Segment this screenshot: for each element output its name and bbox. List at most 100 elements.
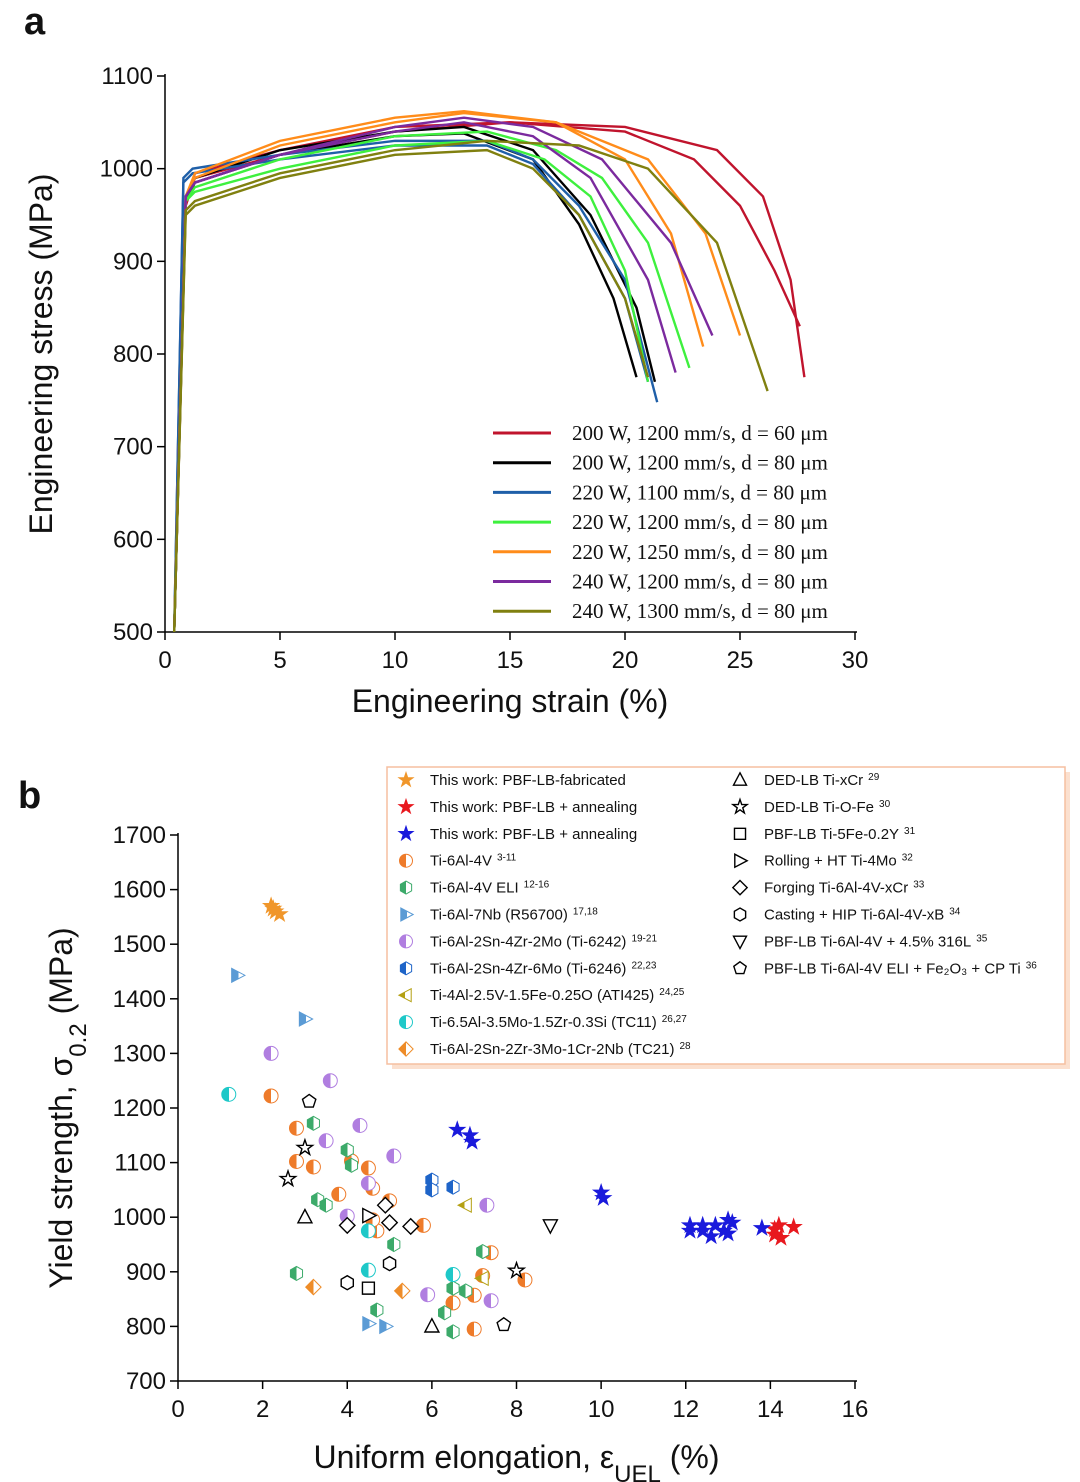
x-tick-label: 30 — [842, 647, 869, 674]
legend-name: DED-LB Ti-xCr — [764, 772, 863, 789]
stress-strain-curve — [173, 111, 742, 633]
legend-name: Ti-4Al-2.5V-1.5Fe-0.25O (ATI425) — [430, 987, 654, 1004]
y-axis-label: Engineering stress (MPa) — [23, 173, 59, 534]
data-point — [420, 1287, 436, 1303]
x-tick-label: 5 — [273, 647, 286, 674]
data-point — [446, 1280, 460, 1296]
y-tick-label: 1000 — [100, 156, 153, 183]
data-point — [402, 1217, 420, 1236]
data-point — [263, 1045, 279, 1061]
data-point — [483, 1293, 499, 1309]
data-point — [360, 1160, 376, 1176]
data-point — [784, 1217, 803, 1235]
data-point — [270, 904, 289, 922]
legend-label: DED-LB Ti-xCr 29 — [764, 772, 880, 790]
data-point — [362, 1207, 378, 1224]
legend-marker — [399, 961, 413, 976]
legend-ref: 3-11 — [497, 852, 517, 863]
x-tick-label: 25 — [727, 647, 754, 674]
legend-marker — [397, 987, 412, 1003]
data-point — [331, 1186, 347, 1202]
y-tick-label: 1500 — [113, 931, 166, 958]
data-point — [476, 1244, 490, 1260]
data-point — [306, 1115, 320, 1131]
data-point — [415, 1217, 431, 1233]
data-point — [460, 1125, 480, 1144]
y-tick-label: 1100 — [101, 63, 153, 90]
data-point — [318, 1133, 334, 1149]
data-point — [506, 1260, 527, 1279]
legend-marker — [732, 960, 748, 975]
legend-marker — [730, 797, 750, 815]
data-point — [301, 1093, 317, 1108]
legend-marker — [397, 797, 415, 815]
x-tick-label: 10 — [588, 1396, 615, 1423]
legend-marker — [400, 907, 415, 922]
data-point — [370, 1302, 384, 1318]
y-tick-label: 700 — [126, 1368, 166, 1395]
x-tick-label: 16 — [842, 1396, 869, 1423]
y-tick-label: 900 — [113, 248, 153, 275]
legend-marker — [397, 824, 415, 842]
legend-name: Ti-6.5Al-3.5Mo-1.5Zr-0.3Si (TC11) — [430, 1014, 657, 1031]
legend-label: Ti-6.5Al-3.5Mo-1.5Zr-0.3Si (TC11) 26,27 — [430, 1014, 687, 1032]
data-point — [752, 1218, 772, 1236]
y-tick-label: 1200 — [113, 1095, 166, 1122]
legend-ref: 22,23 — [631, 960, 656, 971]
legend-name: Ti-6Al-2Sn-4Zr-2Mo (Ti-6242) — [430, 933, 626, 950]
y-tick-label: 800 — [113, 341, 153, 368]
data-point — [446, 1324, 460, 1340]
stress-strain-curve — [173, 139, 659, 633]
y-tick-label: 1600 — [113, 877, 166, 904]
legend-label: Ti-6Al-2Sn-4Zr-2Mo (Ti-6242) 19-21 — [430, 933, 657, 951]
legend-name: Casting + HIP Ti-6Al-4V-xB — [764, 907, 944, 924]
data-point — [376, 1196, 395, 1214]
legend-name: This work: PBF-LB + annealing — [430, 799, 637, 816]
legend-ref: 28 — [679, 1041, 691, 1052]
legend-name: Forging Ti-6Al-4V-xCr — [764, 880, 908, 897]
data-point — [693, 1221, 712, 1239]
x-axis-label-part: (%) — [661, 1439, 720, 1475]
data-point — [445, 1267, 461, 1283]
legend-label: 220 W, 1200 mm/s, d = 80 μm — [572, 510, 828, 534]
legend-name: PBF-LB Ti-6Al-4V + 4.5% 316L — [764, 933, 971, 950]
legend-marker — [731, 879, 749, 896]
legend-label: Forging Ti-6Al-4V-xCr 33 — [764, 879, 925, 897]
legend-ref: 36 — [1026, 960, 1038, 971]
y-axis-label-part: (MPa) — [43, 927, 79, 1023]
data-point — [701, 1226, 721, 1245]
legend-marker — [733, 827, 747, 841]
data-point — [322, 1073, 338, 1089]
y-tick-label: 1100 — [114, 1150, 166, 1177]
legend-name: PBF-LB Ti-5Fe-0.2Y — [764, 826, 899, 843]
legend-ref: 30 — [879, 798, 891, 809]
legend-label: Casting + HIP Ti-6Al-4V-xB 34 — [764, 906, 961, 924]
data-point — [288, 1120, 304, 1136]
legend-label: DED-LB Ti-O-Fe 30 — [764, 798, 891, 816]
legend-label: This work: PBF-LB + annealing — [430, 799, 637, 816]
legend-ref: 35 — [976, 933, 988, 944]
legend-name: Ti-6Al-4V — [430, 853, 492, 870]
legend-ref: 33 — [913, 879, 925, 890]
panel-label: a — [24, 1, 46, 43]
x-tick-label: 4 — [341, 1396, 354, 1423]
y-tick-label: 900 — [126, 1259, 166, 1286]
legend-name: This work: PBF-LB-fabricated — [430, 772, 626, 789]
legend-name: DED-LB Ti-O-Fe — [764, 799, 874, 816]
data-point — [344, 1157, 359, 1173]
legend-marker — [398, 1041, 414, 1057]
y-tick-label: 500 — [113, 619, 153, 646]
stress-strain-curve — [173, 121, 677, 633]
legend-name: Ti-6Al-4V ELI — [430, 880, 519, 897]
legend-label: Ti-6Al-7Nb (R56700) 17,18 — [430, 906, 598, 924]
stress-strain-curve — [173, 139, 650, 633]
legend-marker — [399, 880, 413, 895]
legend-ref: 26,27 — [662, 1014, 687, 1025]
stress-strain-curve — [173, 130, 691, 633]
legend-label: PBF-LB Ti-6Al-4V ELI + Fe₂O₃ + CP Ti 36 — [764, 960, 1037, 978]
legend-ref: 17,18 — [573, 906, 598, 917]
data-point — [386, 1148, 402, 1164]
data-point — [594, 1188, 613, 1206]
legend-label: PBF-LB Ti-6Al-4V + 4.5% 316L 35 — [764, 933, 988, 951]
